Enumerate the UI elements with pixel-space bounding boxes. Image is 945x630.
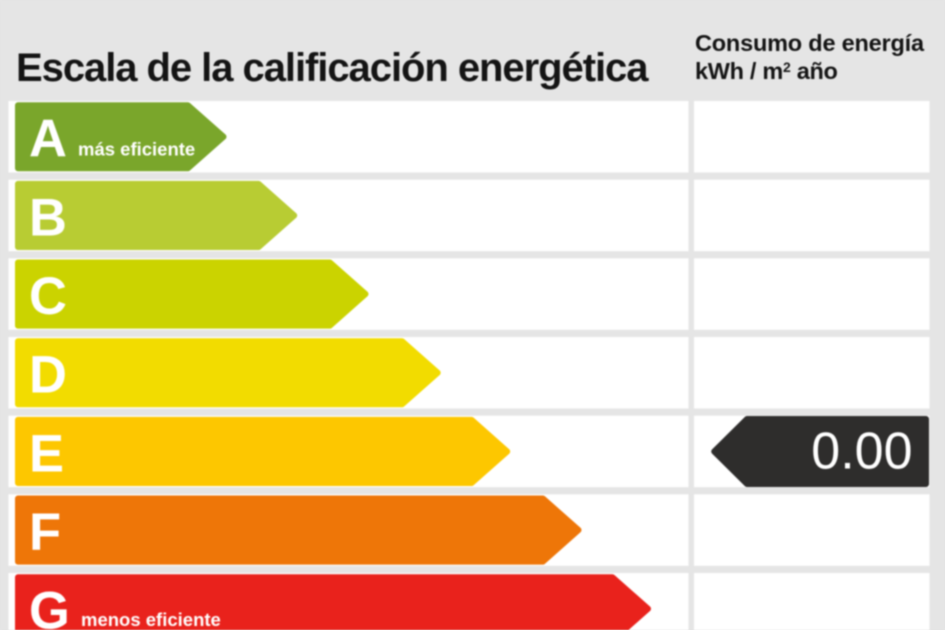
- svg-text:Escala de la calificación ener: Escala de la calificación energética: [16, 46, 649, 90]
- svg-text:A: A: [29, 110, 67, 169]
- svg-text:E: E: [29, 424, 64, 483]
- svg-text:kWh / m2 año: kWh / m2 año: [695, 58, 838, 84]
- svg-text:D: D: [29, 346, 67, 405]
- svg-text:más eficiente: más eficiente: [78, 139, 195, 160]
- svg-text:B: B: [29, 188, 67, 247]
- svg-text:C: C: [29, 267, 67, 326]
- svg-text:F: F: [29, 503, 61, 562]
- svg-text:Consumo de energía: Consumo de energía: [695, 30, 925, 56]
- svg-text:0.00: 0.00: [811, 423, 912, 481]
- svg-text:G: G: [29, 582, 70, 630]
- svg-text:menos eficiente: menos eficiente: [81, 609, 221, 630]
